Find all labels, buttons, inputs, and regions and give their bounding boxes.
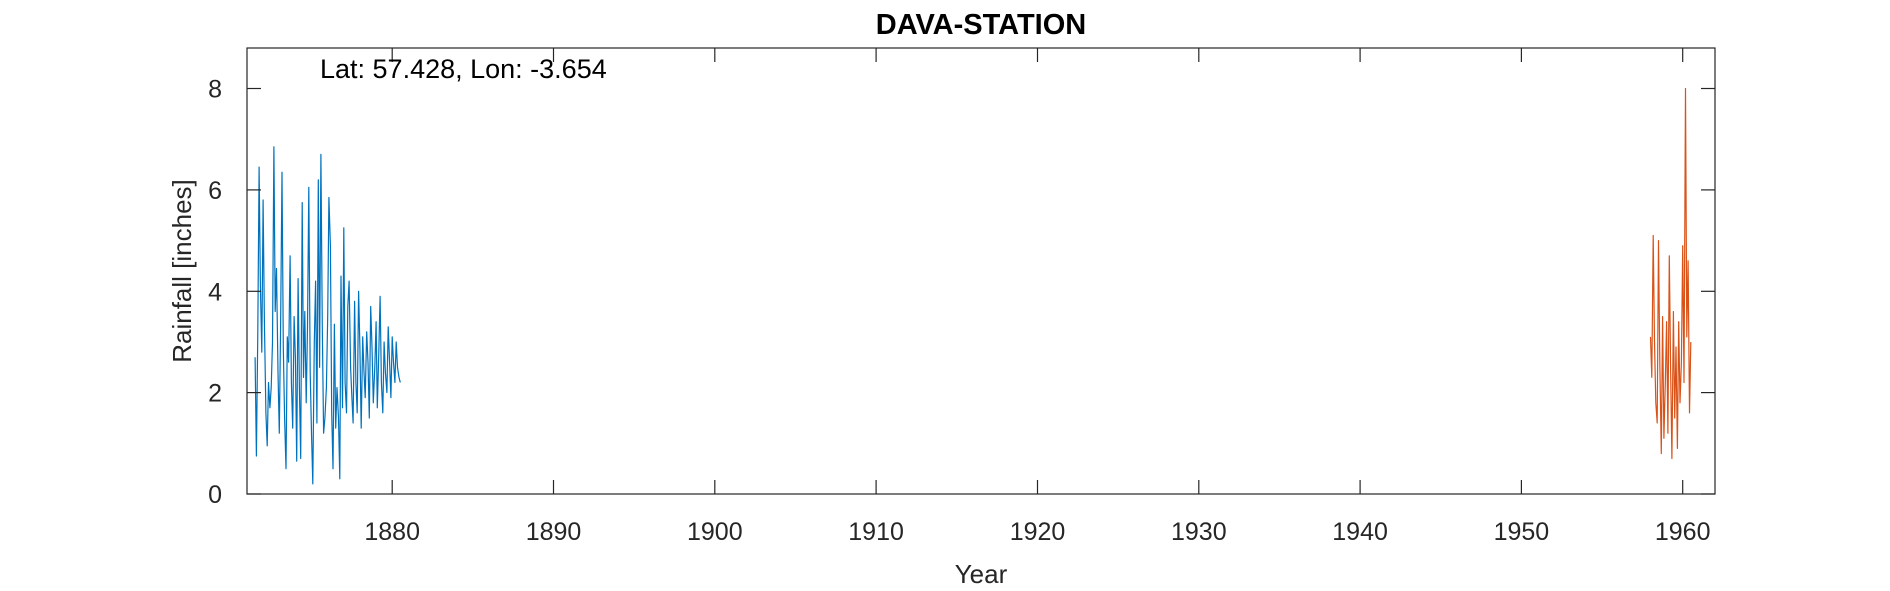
- x-tick-label: 1950: [1494, 518, 1550, 546]
- y-tick-label: 2: [208, 380, 222, 408]
- x-tick-label: 1930: [1171, 518, 1227, 546]
- series-line-1: [254, 146, 401, 485]
- x-tick-label: 1940: [1332, 518, 1388, 546]
- x-axis-label: Year: [955, 559, 1008, 589]
- x-tick-label: 1890: [526, 518, 582, 546]
- x-tick-label: 1900: [687, 518, 743, 546]
- y-axis-label: Rainfall [inches]: [167, 179, 197, 363]
- y-tick-label: 6: [208, 177, 222, 205]
- tick-layer: 1880 1890 1900 1910 1920 1930 1940 1950 1960 0 2 4 6…: [208, 48, 1715, 546]
- chart-title: DAVA-STATION: [876, 9, 1087, 41]
- x-tick-label: 1910: [848, 518, 904, 546]
- x-tick-label: 1920: [1010, 518, 1066, 546]
- y-tick-label: 4: [208, 278, 222, 306]
- y-tick-label: 8: [208, 76, 222, 104]
- location-annotation: Lat: 57.428, Lon: -3.654: [320, 54, 607, 84]
- y-tick-label: 0: [208, 481, 222, 509]
- plot-area: [247, 48, 1715, 494]
- x-tick-label: 1960: [1655, 518, 1711, 546]
- axes-box: [246, 47, 1716, 495]
- series-line-2: [1649, 87, 1692, 460]
- series-layer: [254, 87, 1692, 485]
- x-tick-label: 1880: [364, 518, 420, 546]
